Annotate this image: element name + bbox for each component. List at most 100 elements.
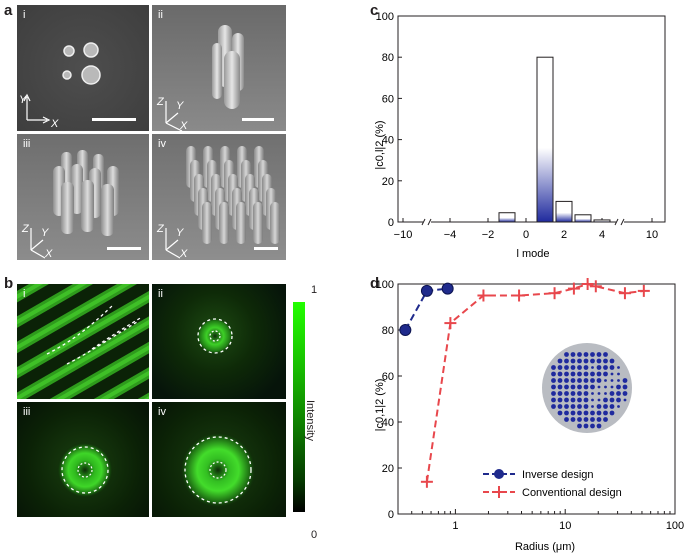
inset-nanopillar — [591, 392, 594, 395]
sem-tile-ii: ii Z Y X — [152, 5, 286, 131]
mode-purity-bar-chart: |c0,l|2 (%) l mode 0 20 40 60 80 100 −10 −4 −2 0 2… — [374, 11, 666, 260]
axis-break — [620, 218, 625, 226]
inset-nanopillar — [564, 352, 569, 357]
xy-axes-icon — [23, 93, 51, 124]
inset-nanopillar — [564, 417, 569, 422]
inset-nanopillar — [577, 423, 582, 429]
inset-nanopillar — [577, 404, 582, 409]
colorbar-min-label: 0 — [311, 529, 318, 541]
inset-nanopillar — [557, 378, 563, 383]
legend: Inverse design Conventional design — [483, 469, 622, 499]
inset-nanopillar — [590, 423, 595, 429]
axis-label-y: Y — [19, 94, 27, 106]
inset-nanopillar — [551, 384, 556, 390]
outer-dashed-circle — [184, 436, 252, 504]
inset-nanopillar — [604, 379, 607, 382]
x-axis-label: Radius (μm) — [515, 541, 575, 553]
inset-nanopillar — [564, 397, 569, 403]
inset-nanopillar — [590, 378, 595, 383]
legend-label-inverse: Inverse design — [522, 469, 594, 481]
inset-nanopillar — [551, 371, 556, 377]
axis-label-y: Y — [41, 227, 49, 239]
inset-nanopillar — [564, 404, 569, 409]
xyz-axes-icon — [165, 228, 181, 259]
inset-nanopillar — [557, 358, 563, 364]
x-tick-label: −10 — [394, 229, 413, 241]
inset-nanopillar — [590, 384, 595, 390]
y-tick-label: 40 — [382, 417, 394, 429]
intensity-tile-label-iii: iii — [23, 406, 31, 418]
inset-nanopillar — [622, 391, 628, 396]
bar-l-2 — [555, 200, 573, 223]
axis-label-y: Y — [176, 100, 184, 112]
inset-nanopillar — [596, 352, 602, 357]
inset-nanopillar — [590, 371, 595, 377]
colorbar-max-label: 1 — [311, 284, 318, 296]
inset-nanopillar — [583, 423, 589, 429]
inset-nanopillar — [551, 391, 556, 396]
inset-nanopillar — [583, 417, 589, 422]
axis-label-x: X — [179, 248, 188, 260]
inner-dashed-circle — [77, 462, 93, 478]
axis-label-x: X — [44, 248, 53, 260]
axis-label-z: Z — [21, 223, 30, 235]
y-tick-label: 40 — [382, 135, 394, 147]
sem-pillar — [202, 202, 212, 244]
inset-nanopillar — [616, 397, 621, 403]
inset-nanopillar — [577, 391, 582, 396]
inner-dashed-circle — [209, 461, 227, 479]
inset-nanopillar — [597, 398, 601, 402]
inset-nanopillar — [603, 417, 608, 422]
intensity-tile-iv: iv — [152, 402, 286, 517]
inset-nanopillar — [570, 352, 576, 357]
sem-tile-label-iv: iv — [158, 138, 166, 150]
inset-nanopillar — [577, 410, 582, 416]
inset-nanopillar — [609, 391, 615, 396]
axis-break — [616, 219, 624, 225]
scale-bar — [242, 118, 274, 121]
inset-nanopillar — [603, 358, 608, 364]
conventional-design-point — [444, 317, 457, 330]
axis-label-x: X — [179, 120, 188, 131]
xyz-axes-icon — [30, 228, 46, 259]
inset-nanopillar — [591, 398, 594, 402]
inset-nanopillar — [570, 404, 576, 409]
inset-nanopillar — [597, 385, 601, 389]
inset-nanopillar — [596, 378, 602, 383]
panel-letter-c: c — [370, 2, 379, 19]
inset-nanopillar — [557, 404, 563, 409]
axis-break — [421, 218, 426, 226]
inset-nanopillar — [583, 397, 589, 403]
inset-nanopillar — [604, 392, 607, 395]
bar-l-3 — [574, 214, 592, 223]
y-tick-label: 60 — [382, 93, 394, 105]
sem-pillar — [219, 202, 229, 244]
inset-nanopillar — [570, 384, 576, 390]
purity-vs-radius-chart: |c0,1|2 (%) Radius (μm) 0 20 40 60 80 100 1 10 1… — [374, 278, 684, 553]
inset-nanopillar — [617, 372, 620, 376]
y-tick-label: 80 — [382, 325, 394, 337]
inset-nanopillar — [610, 379, 614, 382]
bar-l--1 — [498, 212, 516, 223]
conventional-design-point — [567, 282, 580, 295]
inset-nanopillar — [577, 417, 582, 422]
inset-nanopillar — [577, 378, 582, 383]
sem-tile-iii: iii Z Y X — [17, 134, 149, 260]
inset-nanopillar — [583, 352, 589, 357]
y-tick-label: 20 — [382, 463, 394, 475]
inset-nanopillar — [610, 372, 614, 376]
pillar-array: Z Y X — [156, 146, 280, 260]
scale-bar — [254, 247, 278, 250]
inset-nanopillar — [564, 371, 569, 377]
intensity-tile-ii: ii — [152, 284, 286, 399]
bar-l-4 — [593, 219, 611, 223]
x-tick-label: −2 — [482, 229, 495, 241]
inset-nanopillar — [596, 371, 602, 377]
inset-nanopillar — [570, 391, 576, 396]
panel-letter-a: a — [4, 2, 13, 19]
inset-nanopillar — [577, 384, 582, 390]
inset-nanopillar — [623, 398, 627, 402]
dashed-guide — [66, 321, 138, 365]
sem-pillar — [270, 202, 280, 244]
sem-pillar-top — [81, 65, 101, 85]
